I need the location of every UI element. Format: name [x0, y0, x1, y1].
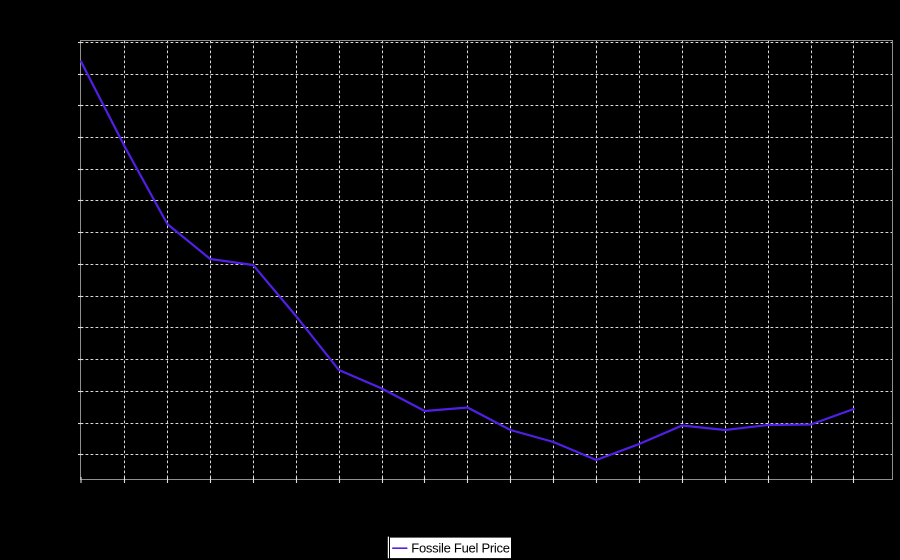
- svg-text:Fossile Fuel Price: Fossile Fuel Price: [411, 541, 509, 556]
